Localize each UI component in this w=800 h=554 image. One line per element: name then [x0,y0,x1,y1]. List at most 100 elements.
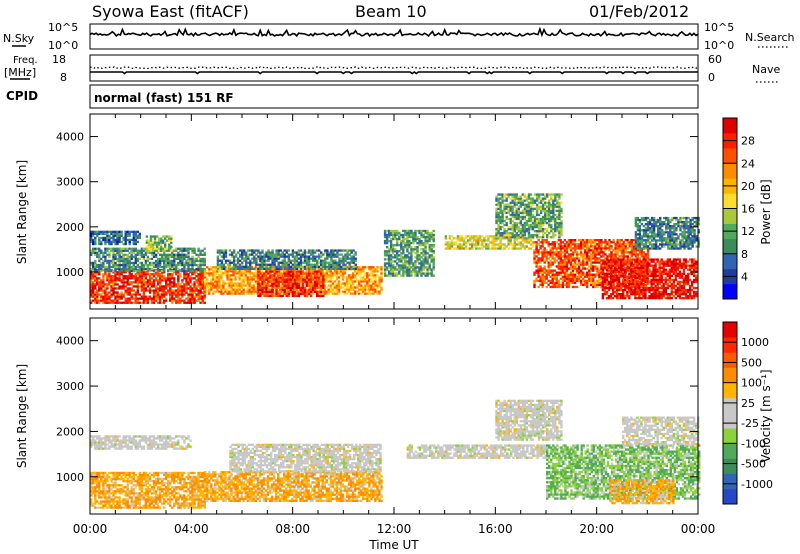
power-cell-0 [98,281,101,284]
power-cell-9 [541,207,545,210]
power-cell-0 [185,281,188,284]
power-cell-10 [551,241,554,244]
power-cell-7 [424,248,427,251]
power-cell-7 [422,244,425,247]
power-cell-6 [273,294,276,298]
power-cell-7 [402,239,405,243]
power-cell-0 [140,297,144,300]
power-cell-0 [138,301,141,304]
power-cell-10 [533,261,536,264]
power-cell-0 [144,299,148,302]
power-cell-7 [408,262,411,265]
power-cell-6 [269,294,272,298]
power-cell-9 [527,207,531,210]
power-cell-3 [159,239,163,242]
power-cell-0 [193,289,196,292]
power-cell-1 [142,247,146,250]
power-cell-9 [505,205,508,208]
power-cell-4 [228,290,231,293]
power-cell-5 [245,259,248,262]
power-cell-5 [293,261,297,264]
power-cell-8 [529,243,533,246]
power-cell-4 [325,292,328,295]
power-cell-2 [90,240,93,244]
power-cell-9 [503,207,506,210]
power-cell-10 [579,249,583,252]
power-cell-5 [311,255,315,258]
power-cell-8 [483,237,486,240]
power-cell-6 [257,286,260,289]
power-cell-4 [307,276,310,279]
power-cell-4 [370,280,373,283]
power-cell-9 [499,207,502,210]
power-cell-2 [124,242,127,246]
power-cell-10 [573,265,577,268]
power-cell-6 [263,274,266,277]
power-cell-1 [118,251,121,254]
power-cell-1 [201,267,204,271]
power-cell-7 [396,229,399,233]
power-cell-4 [317,272,320,275]
power-cell-1 [179,270,182,273]
power-cell-9 [507,207,510,210]
power-cell-6 [309,280,313,283]
power-cell-1 [173,249,176,252]
power-cell-4 [362,286,365,289]
power-cell-0 [128,271,131,274]
power-cell-0 [183,277,186,280]
power-cell-6 [275,284,278,287]
power-cell-4 [289,276,292,279]
power-cell-8 [456,239,460,242]
power-cell-5 [295,267,299,270]
power-cell-1 [94,267,97,271]
power-cell-0 [173,297,176,300]
power-cell-1 [130,253,133,256]
power-cell-0 [148,295,152,298]
power-cell-0 [197,295,200,298]
power-cell-5 [348,253,351,256]
power-cell-10 [563,255,567,258]
power-cell-0 [142,269,146,272]
power-cell-4 [337,286,341,289]
power-cell-5 [326,257,329,260]
power-cell-4 [206,280,209,283]
power-cell-1 [118,255,121,258]
power-cell-6 [277,284,280,287]
power-cell-4 [333,292,337,295]
power-cell-5 [234,259,238,262]
power-cell-8 [458,245,462,248]
power-cell-8 [519,247,523,250]
power-cell-4 [311,292,314,295]
power-cell-4 [362,276,365,279]
power-cell-6 [279,278,282,281]
power-cell-4 [325,280,328,283]
power-cell-0 [108,295,111,298]
power-cell-4 [301,276,304,279]
power-cell-10 [579,247,583,250]
power-cell-5 [265,255,268,258]
power-cell-0 [98,287,101,290]
power-cell-4 [376,286,379,289]
power-cell-6 [307,282,311,285]
power-cell-0 [126,291,129,294]
power-cell-6 [269,284,272,287]
power-cell-10 [565,245,569,248]
power-cell-6 [309,288,313,291]
power-cell-8 [519,245,523,248]
power-cell-8 [493,235,496,238]
power-cell-1 [179,257,182,261]
power-cell-4 [238,284,241,287]
power-cell-9 [537,195,541,198]
power-cell-9 [529,205,533,208]
power-cell-0 [163,299,166,302]
power-cell-0 [116,299,119,302]
power-cell-0 [128,277,131,280]
power-cell-9 [531,225,535,229]
power-cell-9 [517,197,520,200]
power-cell-1 [181,270,184,273]
power-cell-7 [430,258,433,261]
power-cell-1 [114,263,117,267]
power-cell-0 [197,285,200,288]
nsearch-tick-bottom: 10^0 [704,39,734,52]
power-cell-10 [598,249,601,252]
